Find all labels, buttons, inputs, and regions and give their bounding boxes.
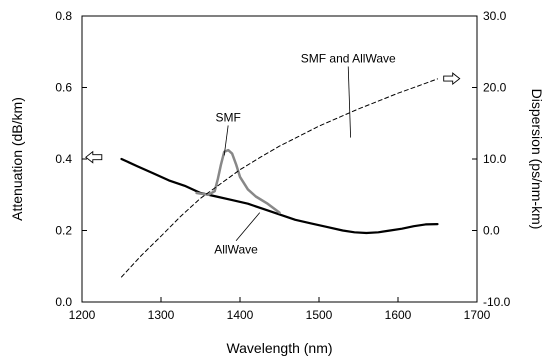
left-y-tick-label: 0.6 [55,81,72,95]
x-tick-label: 1700 [464,308,491,322]
arrow-left-icon [85,150,103,164]
x-tick-label: 1400 [227,308,254,322]
right-y-tick-label: 0.0 [483,224,500,238]
x-axis: 1200 1300 1400 1500 1600 1700 [69,297,491,322]
left-y-tick-label: 0.8 [55,9,72,23]
annotation-label: SMF [215,110,240,124]
x-tick-label: 1300 [148,308,175,322]
left-y-axis: 0.0 0.2 0.4 0.6 0.8 [55,9,87,309]
annotation-leader-line [235,212,261,241]
left-y-tick-label: 0.2 [55,224,72,238]
plot-frame [81,15,478,303]
annotation-label: AllWave [214,243,258,257]
series-line-allwave [120,157,439,235]
right-y-tick-label: 30.0 [483,9,507,23]
right-y-tick-label: 20.0 [483,81,507,95]
right-y-tick-label: 10.0 [483,152,507,166]
annotation-label: SMF and AllWave [301,51,396,65]
left-y-axis-title: Attenuation (dB/km) [9,97,25,221]
series-layer [120,78,439,278]
x-tick-label: 1200 [69,308,96,322]
x-axis-title: Wavelength (nm) [226,340,332,356]
left-y-tick-label: 0.0 [55,295,72,309]
annotations-layer: SMF AllWave SMF and AllWave [85,51,461,257]
annotation-leader-line [223,125,229,156]
left-y-tick-label: 0.4 [55,152,72,166]
right-y-axis: -10.0 0.0 10.0 20.0 30.0 [472,9,511,309]
right-y-tick-label: -10.0 [483,295,511,309]
right-y-axis-title: Dispersion (ps/nm-km) [529,89,545,230]
series-line-smf-and-allwave [121,78,438,278]
arrow-right-icon [443,72,461,86]
x-tick-label: 1600 [385,308,412,322]
series-line-smf [195,148,281,214]
x-tick-label: 1500 [306,308,333,322]
annotation-leader-line [347,66,351,138]
